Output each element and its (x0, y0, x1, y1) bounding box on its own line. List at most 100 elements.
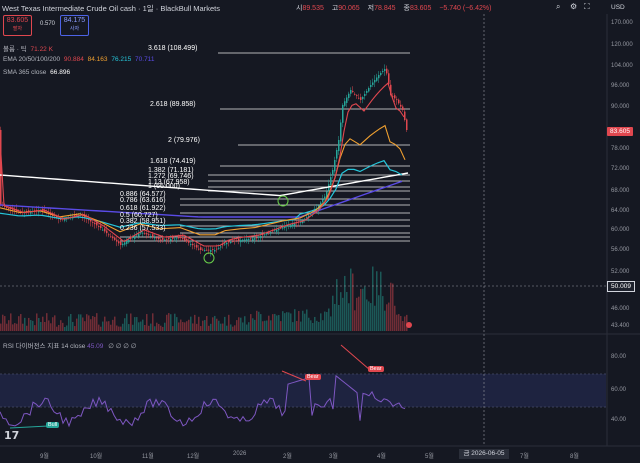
volume-bar (166, 314, 168, 331)
candle (182, 238, 184, 240)
volume-bar (308, 317, 310, 331)
ema200-line (0, 180, 403, 218)
volume-bar (230, 324, 232, 331)
volume-bar (346, 292, 348, 331)
volume-bar (370, 303, 372, 331)
candle (294, 223, 296, 226)
volume-bar (328, 308, 330, 331)
buy-button[interactable]: 84.175 사자 (60, 15, 89, 36)
sma-indicator-label[interactable]: SMA 365 close 66.896 (3, 69, 71, 76)
expand-icon[interactable]: ⛶ (584, 2, 590, 11)
volume-bar (286, 312, 288, 331)
rsi-overbought-band (0, 373, 606, 408)
candle (352, 90, 354, 92)
volume-bar (126, 313, 128, 331)
gear-icon[interactable]: ⚙ (570, 2, 578, 11)
volume-bar (212, 317, 214, 331)
price-tick-label: 170.000 (611, 20, 633, 26)
volume-bar (52, 317, 54, 331)
volume-bar (258, 311, 260, 331)
candle (216, 248, 218, 250)
volume-bar (78, 314, 80, 331)
volume-bar (34, 325, 36, 331)
candle (94, 222, 96, 225)
ohlc-open: 시89.535 (296, 5, 324, 12)
candle (116, 239, 118, 242)
candle (302, 220, 304, 223)
volume-bar (318, 321, 320, 331)
candle (124, 242, 126, 245)
candle (406, 119, 408, 130)
candle (84, 216, 86, 218)
volume-bar (388, 302, 390, 331)
candle (390, 84, 392, 95)
rsi-tick-label: 80.00 (611, 354, 627, 360)
volume-bar (76, 318, 78, 331)
candle (202, 249, 204, 251)
volume-bar (378, 295, 380, 331)
currency-label[interactable]: USD (611, 4, 625, 11)
volume-bar (8, 320, 10, 331)
candle (378, 75, 380, 79)
volume-indicator-label[interactable]: 볼륨 · 틱 71.22 K (3, 46, 53, 53)
candle (242, 239, 244, 241)
candle (324, 196, 326, 200)
candle (262, 234, 264, 236)
volume-bar (202, 320, 204, 331)
volume-bar (254, 319, 256, 331)
ohlc-high: 고90.065 (331, 5, 360, 12)
candle (108, 234, 110, 236)
volume-bar (288, 312, 290, 331)
ohlc-readout: 시89.535 고90.065 저78.845 종83.605 −5.740 (… (296, 3, 494, 13)
volume-bar (84, 321, 86, 331)
ema-indicator-label[interactable]: EMA 20/50/100/200 90.884 84.163 76.215 7… (3, 56, 155, 63)
time-tick-label: 5월 (425, 454, 434, 460)
candle (372, 82, 374, 85)
volume-bar (292, 322, 294, 331)
price-tick-label: 46.000 (611, 306, 630, 312)
volume-bar (300, 321, 302, 331)
candle (276, 229, 278, 232)
volume-bar (216, 318, 218, 331)
volume-bar (60, 320, 62, 331)
volume-bar (184, 322, 186, 331)
volume-bar (252, 318, 254, 331)
candle (162, 238, 164, 240)
spread-value: 0.570 (40, 21, 56, 27)
volume-bar (170, 314, 172, 331)
volume-bar (238, 317, 240, 331)
volume-bar (44, 321, 46, 331)
volume-bar (62, 322, 64, 331)
symbol-title[interactable]: West Texas Intermediate Crude Oil cash ·… (2, 4, 220, 13)
candle (152, 234, 154, 237)
fib-level-label: 0.5 (60.727) (120, 212, 158, 219)
volume-bar (152, 313, 154, 331)
volume-bar (112, 319, 114, 331)
tradingview-logo[interactable]: 17 (4, 429, 20, 442)
volume-bar (316, 320, 318, 331)
candle (404, 111, 406, 120)
candle (284, 226, 286, 229)
candle (60, 218, 62, 220)
search-icon[interactable]: ⌕ (556, 2, 561, 11)
fib-level-label: 1.272 (69.746) (148, 173, 194, 180)
candle (206, 249, 208, 251)
volume-bar (360, 289, 362, 331)
bear-divergence-line (340, 344, 371, 371)
rsi-indicator-label[interactable]: RSI 다이버전스 지표 14 close 45.09 ∅ ∅ ∅ ∅ (3, 343, 137, 350)
sell-button[interactable]: 83.605 팔자 (3, 15, 32, 36)
volume-bar (54, 315, 56, 331)
volume-bar (320, 313, 322, 331)
fib-level-label: 1.13 (67.958) (148, 179, 190, 186)
volume-bar (98, 324, 100, 331)
volume-bar (14, 323, 16, 331)
candle (126, 241, 128, 244)
volume-bar (244, 316, 246, 331)
volume-bar (406, 314, 408, 331)
candle (34, 210, 36, 212)
volume-bar (280, 321, 282, 331)
candle (44, 210, 46, 212)
moving-averages (0, 82, 409, 264)
candle (256, 237, 258, 239)
